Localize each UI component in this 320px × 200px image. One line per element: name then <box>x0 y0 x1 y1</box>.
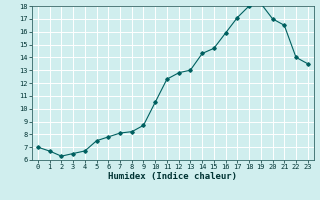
X-axis label: Humidex (Indice chaleur): Humidex (Indice chaleur) <box>108 172 237 181</box>
